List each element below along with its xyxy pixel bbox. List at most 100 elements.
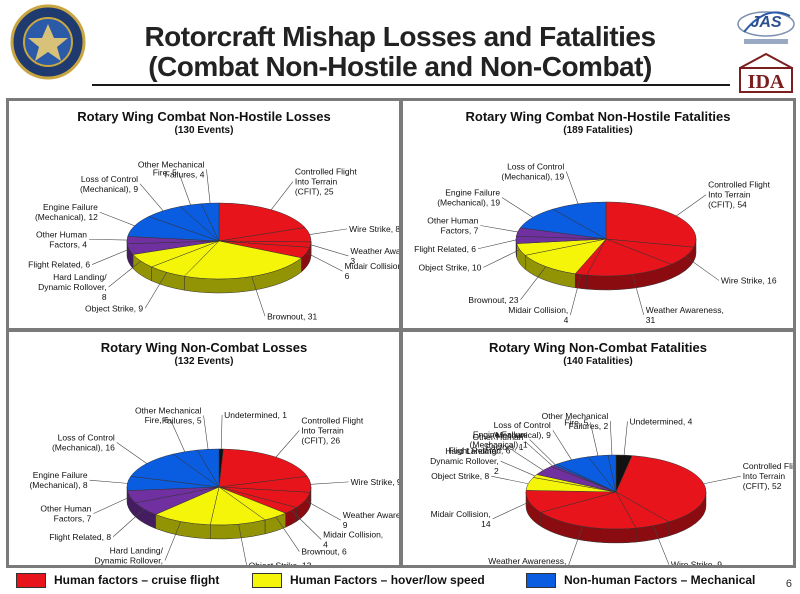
leader-line	[565, 171, 579, 204]
slice-label: Engine Failure (Mechanical), 12	[35, 202, 98, 222]
slice-label: Controlled Flight Into Terrain (CFIT), 54	[708, 180, 771, 210]
leader-line	[89, 238, 128, 241]
leader-line	[306, 252, 343, 272]
jas-logo-text: JAS	[750, 14, 781, 31]
slice-label: Hard Landing/Dynamic Rollover, 2	[430, 446, 499, 476]
slice-label: Object Strike, 13	[249, 560, 312, 565]
leader-line	[480, 225, 518, 233]
leader-line	[89, 479, 128, 484]
pie-chart-cnh-fatalities: Controlled Flight Into Terrain (CFIT), 54 W…	[414, 162, 777, 326]
chart-title: Rotary Wing Non-Combat Fatalities	[488, 340, 707, 355]
pie-chart-cnh-losses: Controlled Flight Into Terrain (CFIT), 25 W…	[28, 159, 399, 321]
jas-logo-icon: JAS	[737, 11, 795, 44]
pie-slice-controlled-flight-into-terrain-52	[615, 455, 707, 523]
leader-line	[703, 475, 741, 485]
slice-label: Controlled Flight Into Terrain (CFIT), 25	[295, 167, 358, 197]
leader-line	[112, 508, 145, 537]
slice-label: Wire Strike, 9	[671, 560, 722, 565]
slice-label: Flight Related, 6	[28, 260, 90, 270]
ida-logo-text: IDA	[748, 71, 785, 93]
leader-line	[512, 450, 544, 471]
leader-line	[520, 266, 547, 301]
leader-line	[108, 260, 142, 288]
pie-side-midair-collision-4	[574, 273, 587, 290]
leader-line	[139, 183, 164, 212]
legend-swatch	[526, 572, 556, 588]
slice-label: Flight Related, 6	[449, 445, 511, 455]
slice-label: Wire Strike, 9	[351, 477, 399, 487]
panel-nc-fatalities: Rotary Wing Non-Combat Fatalities (140 F…	[403, 332, 793, 565]
leader-line	[309, 228, 348, 235]
slice-label: Other Human Factors, 7	[427, 216, 478, 236]
slice-label: Object Strike, 9	[85, 303, 143, 313]
leader-line	[590, 422, 599, 456]
slice-label: Fire, 5	[564, 417, 588, 427]
slice-label: Weather Awareness,9	[343, 510, 399, 530]
leader-line	[251, 276, 266, 317]
slice-label: Engine Failure (Mechanical), 19	[437, 188, 500, 208]
leader-line	[492, 501, 530, 520]
leader-line	[178, 172, 191, 205]
leader-line	[477, 239, 517, 250]
slice-label: Other Mechanical Failures, 4	[138, 159, 205, 179]
slice-label: Fire, 5	[153, 168, 177, 178]
slice-label: Controlled Flight Into Terrain (CFIT), 26	[301, 415, 364, 445]
leader-line	[271, 181, 294, 210]
panel-cnh-losses: Rotary Wing Combat Non-Hostile Losses (1…	[9, 101, 399, 328]
dod-seal-icon	[10, 4, 86, 80]
slice-label: Loss of Control (Mechanical), 16	[52, 432, 115, 452]
slice-label: Midair Collision, 6	[345, 261, 399, 281]
pie-slice-other-mechanical-failures-2	[607, 454, 617, 493]
pie-slice-other-mechanical-failures-4	[200, 202, 220, 242]
legend-item-human-hover: Human Factors – hover/low speed	[252, 570, 485, 590]
slice-label: Brownout, 6	[301, 547, 347, 557]
slice-label: Weather Awareness,27	[488, 556, 566, 565]
leader-line	[238, 524, 247, 565]
legend-item-human-cruise: Human factors – cruise flight	[16, 570, 219, 590]
leader-line	[501, 197, 534, 218]
leader-line	[570, 274, 582, 316]
pie-slice-brownout-23	[524, 238, 607, 275]
slice-label: Wire Strike, 16	[721, 275, 777, 285]
legend-label: Human Factors – hover/low speed	[290, 573, 485, 587]
slice-label: Flight Related, 8	[49, 532, 111, 542]
leader-line	[623, 421, 628, 456]
leader-line	[568, 526, 583, 565]
leader-line	[552, 430, 572, 460]
slide-header: Rotorcraft Mishap Losses and Fatalities …	[0, 0, 800, 94]
leader-line	[525, 441, 553, 467]
pie-slice-weather-awareness-27	[540, 491, 637, 530]
legend-label: Human factors – cruise flight	[54, 573, 220, 587]
slice-label: Weather Awareness, 31	[646, 305, 724, 325]
slice-label: Fire, 6	[145, 415, 169, 425]
leader-line	[291, 510, 322, 540]
slice-label: Flight Related, 6	[414, 244, 476, 254]
slide-title-line1: Rotorcraft Mishap Losses and Fatalities	[144, 21, 656, 52]
slice-label: Other Human Factors, 1	[472, 432, 523, 452]
legend-swatch	[16, 572, 46, 588]
chart-title: Rotary Wing Non-Combat Losses	[100, 340, 308, 355]
slice-label: Hard Landing/Dynamic Rollover,14	[94, 545, 163, 565]
chart-subtitle: (130 Events)	[174, 125, 234, 136]
leader-line	[500, 460, 536, 477]
slice-label: Midair Collision, 4	[508, 305, 568, 325]
slide-title-line2: (Combat Non-Hostile and Non-Combat)	[148, 51, 652, 82]
slice-label: Engine Failure (Mechanical), 8	[29, 470, 87, 490]
pie-slice-controlled-flight-into-terrain-54	[605, 201, 697, 248]
leader-line	[164, 521, 182, 561]
leader-line	[220, 415, 223, 450]
slice-label: Engine Failure (Mechanical), 1	[470, 430, 528, 450]
pie-slice-loss-of-control-16	[130, 453, 220, 488]
slice-label: Undetermined, 4	[629, 416, 692, 426]
pie-slice-loss-of-control-19	[552, 201, 607, 240]
chart-subtitle: (189 Fatalities)	[563, 125, 633, 136]
pie-slice-controlled-flight-into-terrain-26	[218, 448, 308, 488]
leader-line	[275, 430, 300, 458]
ida-logo-icon: IDA	[739, 52, 793, 93]
slice-label: Loss of Control (Mechanical), 9	[80, 174, 138, 194]
leader-line	[203, 415, 209, 450]
charts-grid: Rotary Wing Combat Non-Hostile Losses (1…	[6, 98, 796, 568]
slice-label: Other Human Factors, 4	[36, 229, 87, 249]
